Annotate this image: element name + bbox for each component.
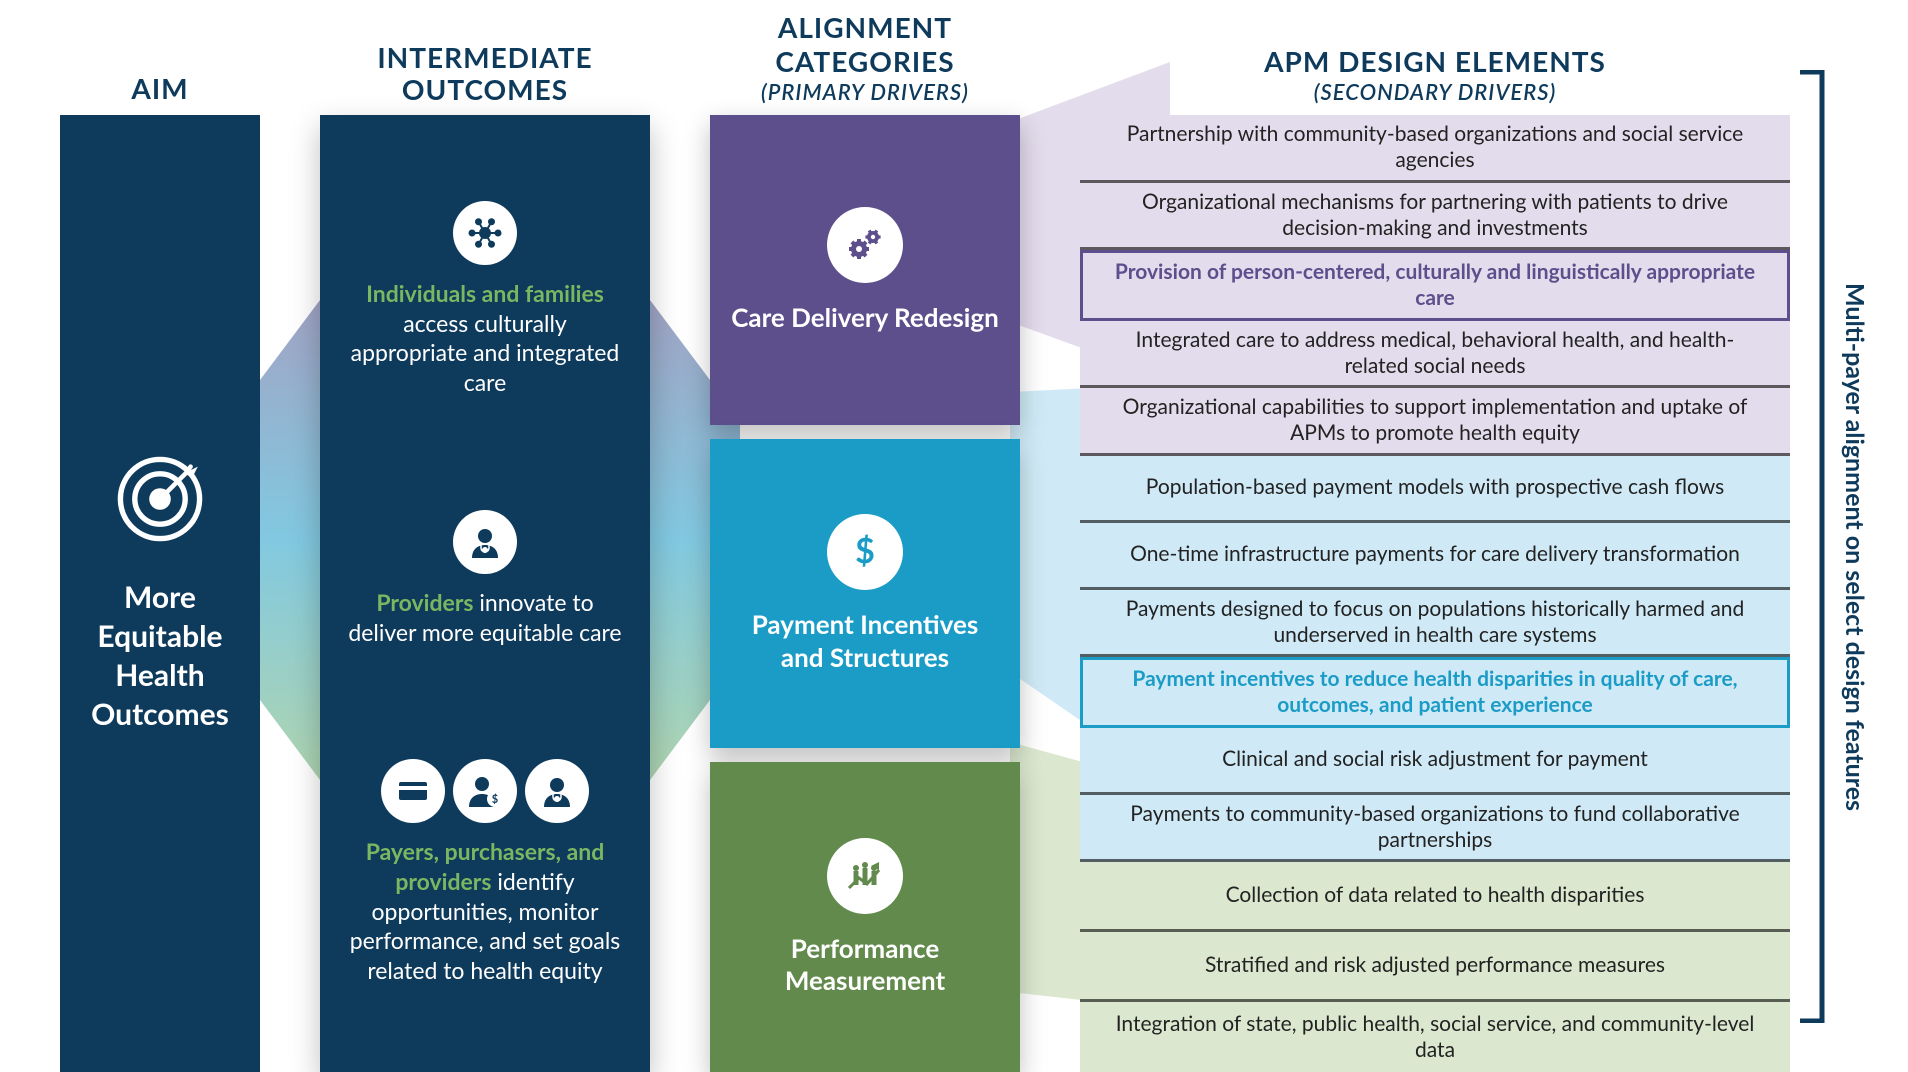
right-side-bracket: Multi-payer alignment on select design f… <box>1798 70 1888 1023</box>
design-element-item: Partnership with community-based organiz… <box>1080 115 1790 183</box>
alignment-categories-column: Care Delivery Redesign $ Payment Incenti… <box>710 115 1020 1072</box>
network-icon <box>453 201 517 265</box>
alignment-category-label: Payment Incentives and Structures <box>730 608 1000 673</box>
design-element-item: Clinical and social risk adjustment for … <box>1080 728 1790 795</box>
column-headers: AIM INTERMEDIATE OUTCOMES ALIGNMENT CATE… <box>60 10 1868 105</box>
intermediate-outcome-text: Individuals and families access cultural… <box>344 279 626 399</box>
design-element-item: Stratified and risk adjusted performance… <box>1080 932 1790 1002</box>
gears-icon <box>827 207 903 283</box>
person-dollar-icon: $ <box>453 759 517 823</box>
header-elements-sub: (SECONDARY DRIVERS) <box>1080 78 1790 105</box>
intermediate-outcome-item: Individuals and families access cultural… <box>344 201 626 399</box>
design-elements-column: Partnership with community-based organiz… <box>1080 115 1790 1072</box>
element-group-perf: Collection of data related to health dis… <box>1080 862 1790 1072</box>
dollar-icon: $ <box>827 514 903 590</box>
header-aim: AIM <box>60 71 260 105</box>
intermediate-outcome-text: Providers innovate to deliver more equit… <box>344 588 626 648</box>
aim-column: More Equitable Health Outcomes <box>60 115 260 1072</box>
card-icon <box>381 759 445 823</box>
aim-title: More Equitable Health Outcomes <box>91 578 229 734</box>
intermediate-outcomes-column: Individuals and families access cultural… <box>320 115 650 1072</box>
provider-icon <box>525 759 589 823</box>
design-element-item: Population-based payment models with pro… <box>1080 456 1790 523</box>
right-vertical-label: Multi-payer alignment on select design f… <box>1840 282 1870 810</box>
header-alignment-sub: (PRIMARY DRIVERS) <box>710 78 1020 105</box>
svg-text:$: $ <box>492 793 498 806</box>
alignment-category-label: Care Delivery Redesign <box>731 301 999 334</box>
intermediate-outcome-text: Payers, purchasers, and providers identi… <box>344 837 626 986</box>
header-alignment-main: ALIGNMENT CATEGORIES <box>775 10 954 78</box>
alignment-category-perf: Performance Measurement <box>710 762 1020 1072</box>
aim-box: More Equitable Health Outcomes <box>60 115 260 1072</box>
provider-icon <box>453 510 517 574</box>
chart-up-icon <box>827 838 903 914</box>
design-element-item: Provision of person-centered, culturally… <box>1080 250 1790 321</box>
alignment-category-label: Performance Measurement <box>730 932 1000 997</box>
intermediate-outcomes-box: Individuals and families access cultural… <box>320 115 650 1072</box>
design-element-item: Integration of state, public health, soc… <box>1080 1002 1790 1072</box>
header-intermediate-text: INTERMEDIATE OUTCOMES <box>377 40 592 106</box>
design-element-item: Organizational mechanisms for partnering… <box>1080 183 1790 251</box>
design-element-item: Organizational capabilities to support i… <box>1080 388 1790 456</box>
alignment-category-payment: $ Payment Incentives and Structures <box>710 439 1020 749</box>
design-element-item: One-time infrastructure payments for car… <box>1080 523 1790 590</box>
element-group-care: Partnership with community-based organiz… <box>1080 115 1790 456</box>
design-element-item: Integrated care to address medical, beha… <box>1080 321 1790 389</box>
svg-text:$: $ <box>855 530 875 571</box>
header-intermediate: INTERMEDIATE OUTCOMES <box>320 41 650 105</box>
design-element-item: Payment incentives to reduce health disp… <box>1080 657 1790 728</box>
target-icon <box>115 454 205 548</box>
header-elements: APM DESIGN ELEMENTS (SECONDARY DRIVERS) <box>1080 44 1790 105</box>
header-aim-text: AIM <box>131 71 188 105</box>
alignment-category-care: Care Delivery Redesign <box>710 115 1020 425</box>
design-element-item: Collection of data related to health dis… <box>1080 862 1790 932</box>
design-element-item: Payments designed to focus on population… <box>1080 590 1790 658</box>
intermediate-outcome-item: Providers innovate to deliver more equit… <box>344 510 626 648</box>
design-element-item: Payments to community-based organization… <box>1080 795 1790 863</box>
intermediate-outcome-item: $ Payers, purchasers, and providers iden… <box>344 759 626 986</box>
header-alignment: ALIGNMENT CATEGORIES (PRIMARY DRIVERS) <box>710 10 1020 105</box>
element-group-payment: Population-based payment models with pro… <box>1080 456 1790 863</box>
header-elements-main: APM DESIGN ELEMENTS <box>1264 44 1606 78</box>
bracket-icon <box>1798 70 1828 1023</box>
